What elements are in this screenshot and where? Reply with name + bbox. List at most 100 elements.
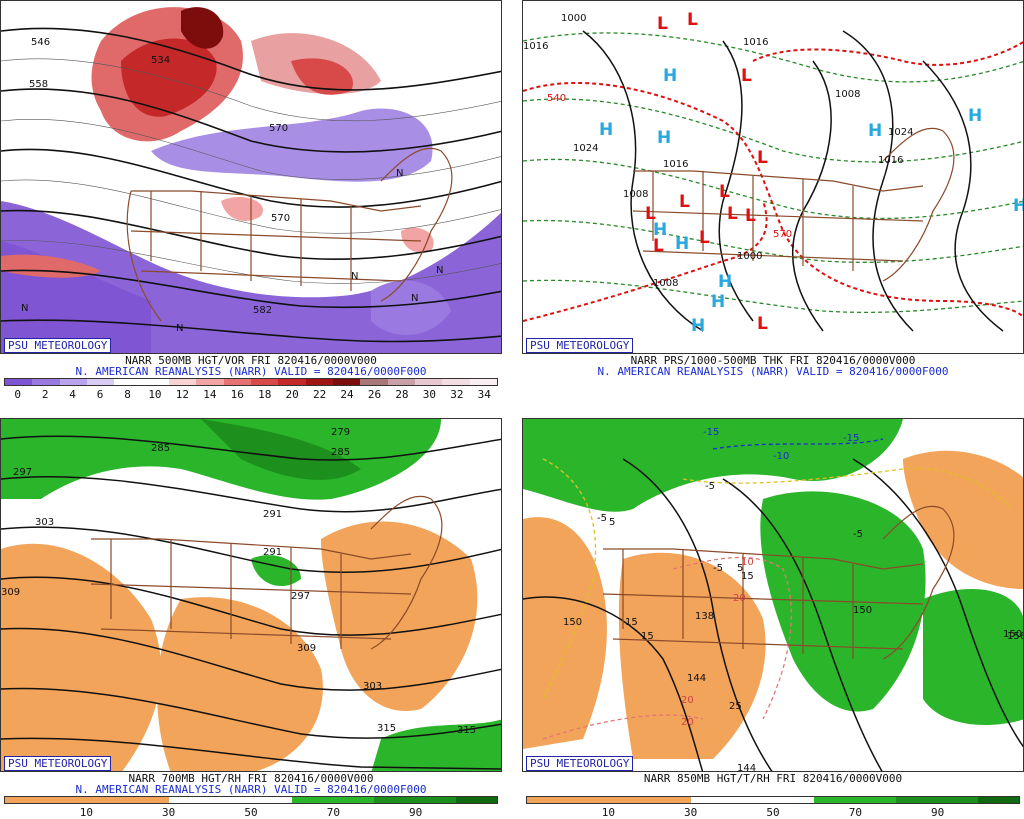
colorbar-swatch: [650, 797, 691, 803]
svg-text:570: 570: [271, 213, 290, 224]
height-labels: 150 150 150 144 144 138 156: [563, 605, 1023, 771]
svg-text:540: 540: [547, 93, 566, 104]
colorbar-swatch: [333, 797, 374, 803]
colorbar-swatch: [732, 797, 773, 803]
svg-text:285: 285: [331, 447, 350, 458]
colorbar-tick: 0: [14, 388, 22, 401]
political-boundaries: [90, 495, 443, 650]
svg-text:570: 570: [773, 229, 792, 240]
svg-text:L: L: [645, 204, 656, 224]
political-boundaries: [126, 147, 453, 322]
colorbar-tick: 6: [96, 388, 104, 401]
svg-text:297: 297: [13, 467, 32, 478]
colorbar-swatch: [86, 379, 115, 385]
svg-text:N: N: [411, 293, 418, 304]
colorbar-tick: 28: [395, 388, 409, 401]
map-canvas: 1000 1016 1016 540 1008 1024 1016 1008 1…: [523, 1, 1023, 353]
svg-text:291: 291: [263, 547, 282, 558]
svg-text:582: 582: [253, 305, 272, 316]
rh-colorbar: [526, 796, 1020, 804]
moist-region: [1, 419, 441, 500]
panel-mslp-thickness: 1000 1016 1016 540 1008 1024 1016 1008 1…: [522, 0, 1024, 401]
colorbar-swatch: [814, 797, 855, 803]
colorbar-swatch: [305, 379, 333, 385]
svg-text:H: H: [868, 121, 882, 141]
high-pressure-centers: H H H H H H H H H H H: [599, 66, 1023, 336]
svg-text:150: 150: [853, 605, 872, 616]
colorbar-swatch: [114, 379, 142, 385]
svg-text:15: 15: [641, 631, 654, 642]
svg-text:1008: 1008: [653, 278, 678, 289]
svg-text:309: 309: [297, 643, 316, 654]
svg-text:297: 297: [291, 591, 310, 602]
colorbar-swatch: [223, 379, 251, 385]
svg-text:1016: 1016: [743, 37, 768, 48]
colorbar-swatch: [609, 797, 650, 803]
colorbar-tick: 90: [931, 806, 945, 819]
svg-text:L: L: [727, 204, 738, 224]
colorbar-tick: 2: [41, 388, 49, 401]
colorbar-swatch: [46, 797, 87, 803]
svg-text:L: L: [687, 10, 698, 30]
svg-text:L: L: [741, 66, 752, 86]
svg-text:-5: -5: [705, 481, 715, 492]
svg-text:L: L: [699, 228, 710, 248]
panel-valid-line: N. AMERICAN REANALYSIS (NARR) VALID = 82…: [75, 365, 427, 378]
svg-text:1024: 1024: [888, 127, 913, 138]
map-500mb-vorticity: 546 558 534 570 582 570 N N N N N N: [0, 0, 502, 354]
colorbar-tick: 8: [124, 388, 131, 401]
colorbar-swatch: [59, 379, 87, 385]
map-canvas: 285 297 291 303 291 297 309 309 303 315 …: [1, 419, 501, 771]
svg-text:L: L: [757, 148, 768, 168]
political-boundaries: [602, 505, 955, 660]
colorbar-swatch: [773, 797, 814, 803]
svg-text:5: 5: [737, 563, 743, 574]
svg-text:-10: -10: [773, 451, 789, 462]
svg-text:309: 309: [1, 587, 20, 598]
colorbar-tick: 10: [79, 806, 93, 819]
svg-text:15: 15: [741, 571, 754, 582]
svg-text:315: 315: [457, 725, 476, 736]
svg-text:20: 20: [681, 717, 694, 728]
svg-text:L: L: [657, 14, 668, 34]
colorbar-swatch: [896, 797, 937, 803]
colorbar-swatch: [196, 379, 224, 385]
colorbar-swatch: [278, 379, 306, 385]
svg-text:1000: 1000: [737, 251, 762, 262]
colorbar-tick: 90: [409, 806, 423, 819]
colorbar-swatch: [855, 797, 896, 803]
svg-text:570: 570: [269, 123, 288, 134]
height-contours: [1, 27, 501, 343]
rh-colorbar: [4, 796, 498, 804]
colorbar-swatch: [527, 797, 568, 803]
colorbar-swatch: [937, 797, 978, 803]
panel-caption: NARR 850MB HGT/T/RH FRI 820416/0000V000: [643, 772, 903, 785]
panel-caption: NARR 700MB HGT/RH FRI 820416/0000V000: [128, 772, 374, 785]
svg-text:-15: -15: [843, 433, 859, 444]
moist-region: [523, 419, 903, 512]
colorbar-swatch: [141, 379, 169, 385]
colorbar-swatch: [415, 797, 456, 803]
svg-text:H: H: [675, 234, 689, 254]
svg-text:534: 534: [151, 55, 170, 66]
colorbar-swatch: [292, 797, 333, 803]
colorbar-ticks: 10 30 50 70 90: [526, 806, 1020, 819]
credit-badge: PSU METEOROLOGY: [4, 756, 112, 771]
panel-valid-line: N. AMERICAN REANALYSIS (NARR) VALID = 82…: [75, 783, 427, 796]
colorbar-tick: 70: [326, 806, 340, 819]
panel-valid-line: N. AMERICAN REANALYSIS (NARR) VALID = 82…: [597, 365, 949, 378]
svg-text:N: N: [396, 168, 403, 179]
map-mslp-thickness: 1000 1016 1016 540 1008 1024 1016 1008 1…: [522, 0, 1024, 354]
svg-text:1016: 1016: [523, 41, 548, 52]
colorbar-tick: 24: [340, 388, 354, 401]
svg-text:291: 291: [263, 509, 282, 520]
panel-700mb-rh: 285 297 291 303 291 297 309 309 303 315 …: [0, 418, 502, 819]
colorbar-tick: 34: [477, 388, 491, 401]
svg-text:138: 138: [695, 611, 714, 622]
svg-text:10: 10: [741, 557, 754, 568]
svg-text:1008: 1008: [623, 189, 648, 200]
colorbar-swatch: [210, 797, 251, 803]
colorbar-tick: 20: [285, 388, 299, 401]
colorbar-swatch: [360, 379, 388, 385]
colorbar-swatch: [87, 797, 128, 803]
